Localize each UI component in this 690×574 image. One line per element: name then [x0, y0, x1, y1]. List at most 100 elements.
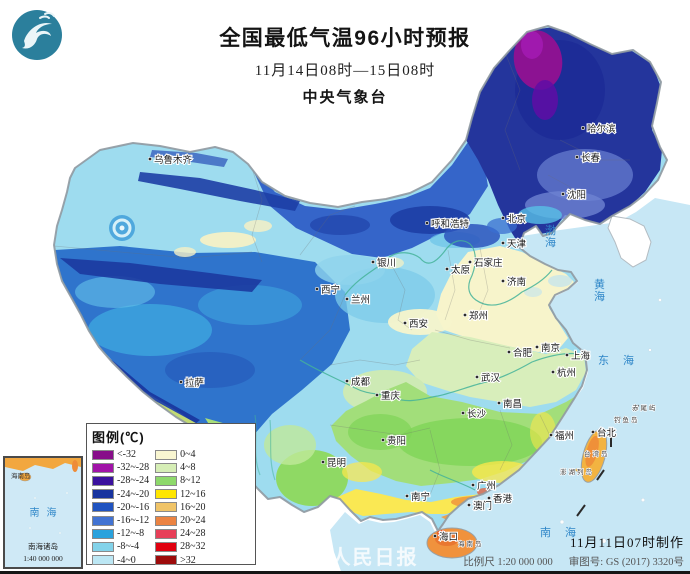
legend-swatch: [155, 462, 178, 473]
city-marker: [344, 296, 349, 301]
legend-row: 28~32: [155, 540, 206, 553]
watermark-handle: @人民日报: [309, 547, 419, 569]
legend-swatch: [92, 462, 114, 473]
legend-swatch: [155, 555, 178, 566]
legend-swatch: [155, 502, 178, 513]
boundary-dashes: [576, 436, 612, 517]
city-marker: [424, 221, 429, 226]
city-marker: [402, 320, 407, 325]
city-label: 澳门: [473, 500, 492, 512]
city-label: 南宁: [411, 491, 430, 503]
city-label: 拉萨: [185, 377, 205, 389]
legend-row: 20~24: [155, 514, 206, 527]
legend-swatch: [92, 528, 114, 539]
city-label: 长春: [581, 152, 601, 164]
legend-label: -24~-20: [117, 488, 150, 500]
legend-row: 12~16: [155, 488, 206, 501]
legend-label: 24~28: [180, 528, 206, 540]
legend-label: 12~16: [180, 488, 206, 500]
legend-label: -28~-24: [117, 475, 150, 487]
city-label: 兰州: [351, 294, 370, 306]
city-marker: [548, 432, 553, 437]
city-label: 台北: [597, 427, 617, 439]
sea-label: 渤海: [545, 224, 556, 249]
city-marker: [380, 437, 385, 442]
legend-label: 4~8: [180, 462, 196, 474]
city-label: 哈尔滨: [587, 123, 616, 135]
legend-label: -20~-16: [117, 501, 150, 513]
south-china-sea-inset: 海南岛 南海 南海诸岛 1:40 000 000: [3, 456, 83, 569]
legend-swatch: [155, 475, 178, 486]
city-marker: [500, 278, 505, 283]
legend-row: 16~20: [155, 501, 206, 514]
inset-map: [5, 458, 81, 548]
city-marker: [404, 493, 409, 498]
legend-label: -8~-4: [117, 541, 140, 553]
legend-swatch: [155, 449, 178, 460]
legend-row: -16~-12: [92, 514, 149, 527]
city-label: 天津: [507, 239, 527, 250]
city-label: 西安: [409, 318, 428, 330]
city-marker: [574, 155, 579, 160]
legend-row: -12~-8: [92, 527, 149, 540]
city-marker: [550, 369, 555, 374]
sea-label: 黄海: [594, 277, 605, 303]
island-label: 澎湖列岛: [560, 467, 594, 476]
city-label: 沈阳: [567, 189, 586, 201]
legend-label: 20~24: [180, 515, 206, 527]
legend-label: 8~12: [180, 475, 201, 487]
watermark: @人民日报: [280, 541, 419, 570]
city-marker: [560, 192, 565, 197]
city-label: 广州: [477, 480, 496, 492]
inset-taiwan: [72, 460, 78, 472]
legend-row: 4~8: [155, 461, 205, 474]
legend-row: -20~-16: [92, 501, 149, 514]
sea-label: 东海: [598, 353, 648, 367]
city-label: 南昌: [503, 398, 522, 410]
production-time: 11月11日07时制作: [569, 535, 684, 550]
taiwan-island: [580, 429, 608, 483]
sea-label: 南海: [540, 525, 590, 539]
legend-swatch: [155, 528, 178, 539]
island-label: 台湾岛: [584, 449, 610, 458]
legend-row: -24~-20: [92, 488, 149, 501]
city-label: 郑州: [469, 310, 488, 322]
cma-logo-clouds: [39, 11, 55, 19]
city-marker: [496, 400, 501, 405]
city-label: 成都: [351, 376, 371, 388]
cma-logo-swirl: [22, 22, 52, 49]
city-marker: [320, 459, 325, 464]
city-marker: [462, 312, 467, 317]
footer: 11月11日07时制作 比例尺 1:20 000 000 审图号: GS (20…: [463, 532, 684, 569]
city-marker: [500, 241, 505, 246]
city-marker: [444, 266, 449, 271]
island-label: 赤尾屿: [632, 403, 658, 412]
city-label: 杭州: [557, 367, 576, 379]
tiny-island-dots: [575, 404, 640, 472]
legend-swatch: [155, 541, 178, 552]
sea: [330, 198, 690, 574]
city-marker: [374, 392, 379, 397]
inset-hainan-label: 海南岛: [11, 473, 31, 480]
legend-swatch: [92, 555, 114, 566]
legend-label: -12~-8: [117, 528, 145, 540]
legend-swatch: [92, 502, 114, 513]
city-marker: [500, 216, 505, 221]
legend-column-negative: <-32 -32~-28 -28~-24 -24~-20 -20~-16 -16~-12-…: [92, 448, 149, 567]
inset-scale: 1:40 000 000: [23, 554, 63, 563]
legend-swatch: [155, 489, 178, 500]
small-sea-islands: [559, 298, 662, 544]
legend-label: 0~4: [180, 449, 196, 461]
city-label: 南京: [541, 342, 560, 354]
city-marker: [344, 378, 349, 383]
city-marker: [534, 344, 539, 349]
city-marker: [314, 286, 319, 291]
inset-mainland: [5, 458, 81, 471]
weibo-icon: [281, 546, 304, 566]
legend-row: 0~4: [155, 448, 205, 461]
legend-label: >32: [180, 554, 196, 566]
